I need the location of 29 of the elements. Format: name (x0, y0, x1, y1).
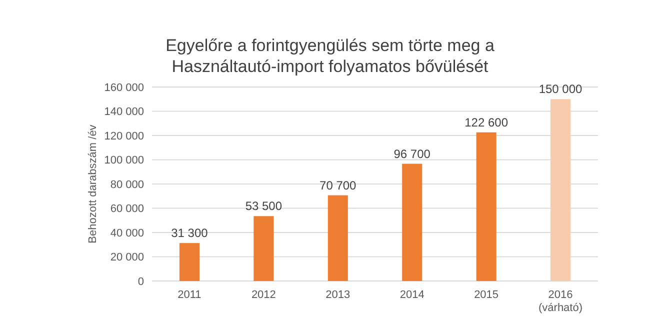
data-label: 70 700 (320, 178, 357, 192)
y-tick-label: 100 000 (104, 154, 144, 167)
y-tick-label: 160 000 (104, 82, 144, 94)
y-tick-label: 80 000 (110, 178, 144, 191)
data-label: 122 600 (464, 115, 508, 130)
x-tick-label: 2011 (178, 289, 202, 301)
data-label: 150 000 (538, 82, 583, 96)
bar (179, 243, 200, 281)
bar (476, 132, 496, 281)
x-tick-label: 2013 (326, 289, 350, 301)
y-tick-label: 60 000 (110, 203, 144, 216)
data-label: 31 300 (171, 226, 208, 240)
y-tick-label: 0 (138, 276, 144, 288)
x-tick-label: 2016 (várható) (538, 289, 583, 314)
bar (550, 99, 571, 281)
x-tick-label: 2012 (251, 289, 276, 301)
bar (328, 195, 348, 281)
chart-title: Egyelőre a forintgyengülés sem törte meg a Használtautó-import folyamatos bővülését (166, 36, 495, 76)
x-tick-label: 2014 (400, 289, 424, 301)
data-label: 53 500 (245, 199, 282, 214)
y-axis-title: Behozott darabszám /év (87, 124, 99, 244)
y-tick-label: 40 000 (110, 227, 144, 240)
data-label: 96 700 (394, 146, 431, 161)
y-tick-label: 140 000 (104, 106, 144, 118)
bar (254, 216, 274, 281)
x-tick-label: 2015 (474, 289, 499, 301)
y-tick-label: 120 000 (104, 130, 144, 142)
y-tick-label: 20 000 (110, 252, 144, 264)
bar (402, 164, 422, 281)
